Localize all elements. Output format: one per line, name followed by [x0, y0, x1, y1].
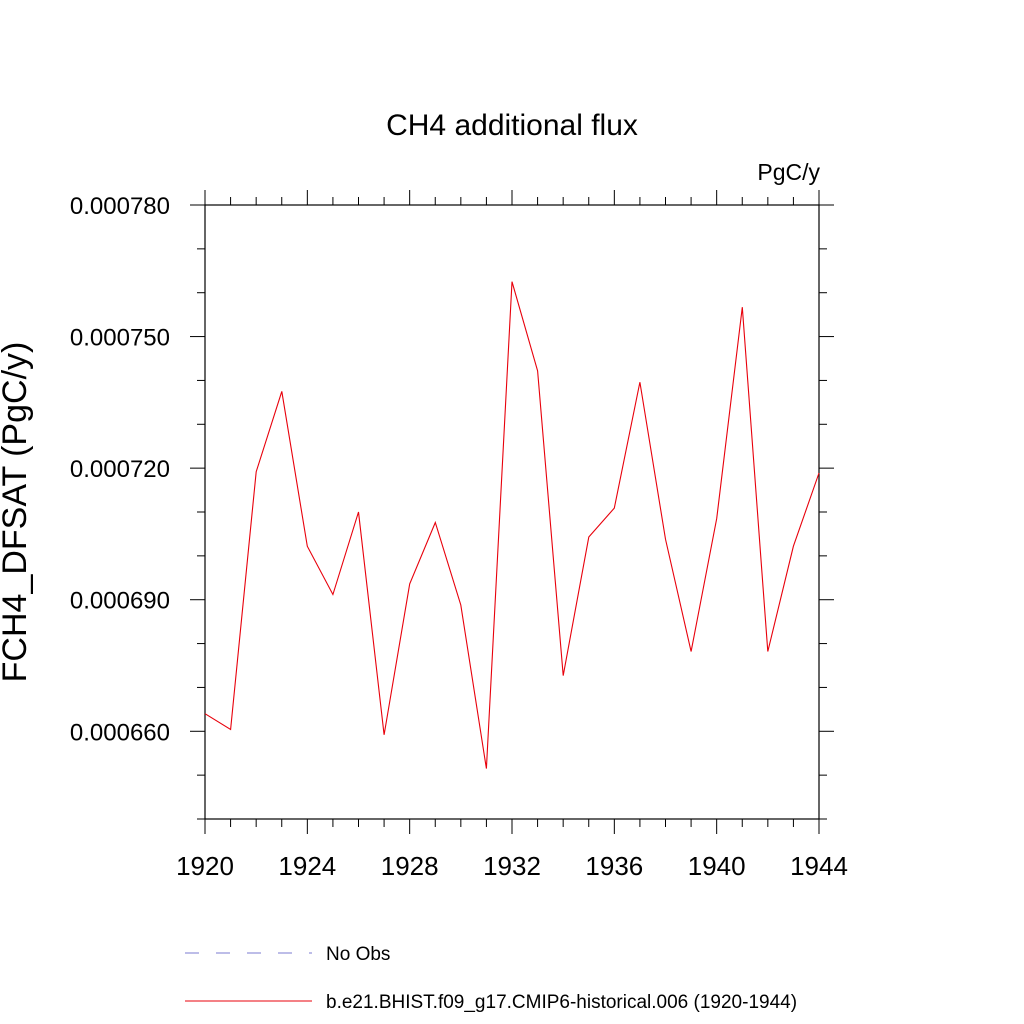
plot-frame	[204, 204, 820, 820]
y-tick-label: 0.000690	[70, 588, 170, 615]
y-axis-tick-labels: 0.000660 0.000690 0.000720 0.000750 0.000780	[70, 193, 170, 746]
y-axis-title: FCH4_DFSAT (PgC/y)	[0, 342, 34, 683]
x-tick-label: 1936	[585, 851, 643, 881]
legend-label-historical-run: b.e21.BHIST.f09_g17.CMIP6-historical.006…	[326, 992, 797, 1013]
y-tick-label: 0.000660	[70, 719, 170, 746]
x-tick-label: 1932	[483, 851, 541, 881]
y-tick-label: 0.000750	[70, 325, 170, 352]
y-tick-label: 0.000780	[70, 193, 170, 220]
y-tick-label: 0.000720	[70, 456, 170, 483]
chart-title: CH4 additional flux	[386, 109, 638, 142]
x-tick-label: 1928	[381, 851, 439, 881]
series-lines	[204, 281, 820, 769]
legend-label-no-obs: No Obs	[326, 944, 390, 965]
series-line-0	[204, 281, 820, 769]
legend: No Obs b.e21.BHIST.f09_g17.CMIP6-histori…	[185, 944, 797, 1013]
units-label: PgC/y	[757, 159, 820, 185]
y-axis-ticks	[190, 204, 834, 820]
x-tick-label: 1924	[278, 851, 336, 881]
x-axis-tick-labels: 1920 1924 1928 1932 1936 1940 1944	[176, 851, 848, 881]
x-tick-label: 1940	[688, 851, 746, 881]
x-tick-label: 1920	[176, 851, 234, 881]
x-axis-ticks	[204, 190, 820, 834]
x-tick-label: 1944	[790, 851, 848, 881]
